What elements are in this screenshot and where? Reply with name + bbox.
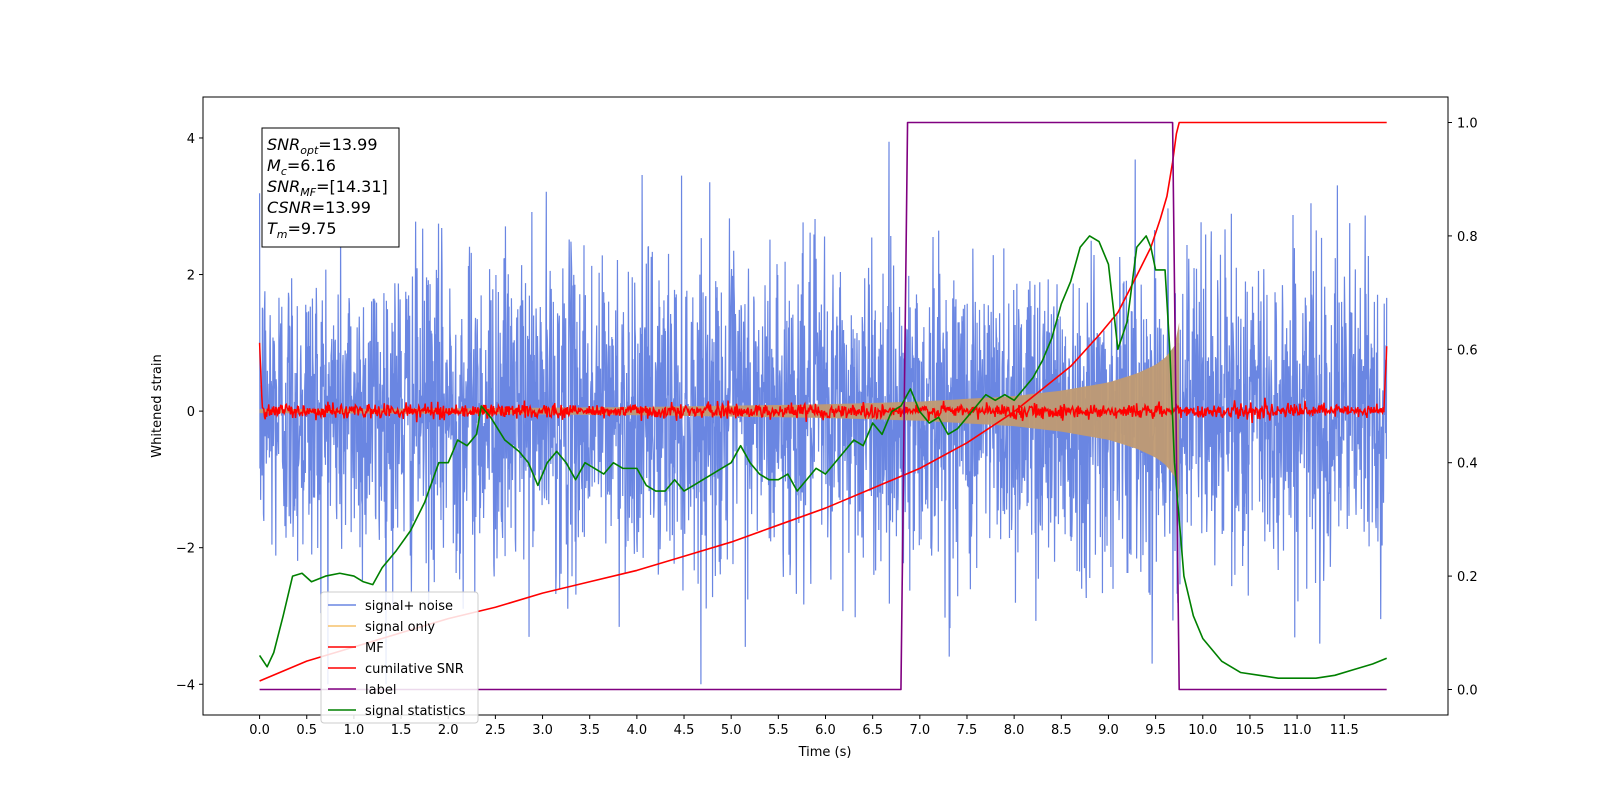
x-tick-label: 11.0 <box>1283 723 1312 738</box>
series-cumilative-snr-line <box>259 121 1387 682</box>
annotation-line: CSNR=13.99 <box>267 198 371 217</box>
y2-tick-label: 1.0 <box>1457 117 1478 132</box>
x-axis-ticks: 0.0 0.5 1.0 1.5 2.0 2.5 3.0 3.5 4.0 4.5 5.0 5.5 6.0 6… <box>249 715 1359 738</box>
y-axis-label: Whitened strain <box>150 354 165 457</box>
y2-tick-label: 0.4 <box>1457 457 1478 472</box>
legend-entry: MF <box>365 641 384 656</box>
stats-annotation-box: SNRopt=13.99Mc=6.16SNRMF=[14.31]CSNR=13.… <box>261 127 400 248</box>
x-tick-label: 9.0 <box>1098 723 1119 738</box>
x-tick-label: 4.5 <box>674 723 695 738</box>
series-mf-line <box>258 342 1388 424</box>
legend-entry: signal+ noise <box>365 599 453 614</box>
x-tick-label: 0.0 <box>249 723 270 738</box>
x-tick-label: 6.5 <box>862 723 883 738</box>
x-tick-label: 0.5 <box>296 723 317 738</box>
annotation-line: Tm=9.75 <box>267 219 337 241</box>
legend-entry: signal statistics <box>365 704 466 719</box>
annotation-line: SNRMF=[14.31] <box>267 177 388 199</box>
y2-tick-label: 0.8 <box>1457 230 1478 245</box>
x-tick-label: 11.5 <box>1330 723 1359 738</box>
x-tick-label: 6.0 <box>815 723 836 738</box>
x-tick-label: 2.5 <box>485 723 506 738</box>
y2-axis-ticks: 0.0 0.2 0.4 0.6 0.8 1.0 <box>1448 117 1478 698</box>
x-tick-label: 10.0 <box>1188 723 1217 738</box>
x-tick-label: 5.0 <box>721 723 742 738</box>
x-tick-label: 1.0 <box>344 723 365 738</box>
y-tick-label: 2 <box>187 269 195 284</box>
x-tick-label: 8.0 <box>1004 723 1025 738</box>
x-tick-label: 9.5 <box>1145 723 1166 738</box>
annotation-line: Mc=6.16 <box>267 156 336 178</box>
y-tick-label: 4 <box>187 132 195 147</box>
y-axis-ticks: −4 −2 0 2 4 <box>176 132 203 693</box>
x-tick-label: 3.0 <box>532 723 553 738</box>
x-tick-label: 3.5 <box>579 723 600 738</box>
annotation-line: SNRopt=13.99 <box>267 135 378 157</box>
x-tick-label: 4.0 <box>627 723 648 738</box>
legend-entry: signal only <box>365 620 435 635</box>
series-label-line <box>259 121 1387 691</box>
x-tick-label: 2.0 <box>438 723 459 738</box>
legend-entry: cumilative SNR <box>365 662 464 677</box>
x-axis-label: Time (s) <box>798 745 852 760</box>
y2-tick-label: 0.2 <box>1457 570 1478 585</box>
series-signal-statistics-line <box>258 235 1387 679</box>
y-tick-label: −4 <box>176 678 195 693</box>
x-tick-label: 7.0 <box>909 723 930 738</box>
y2-tick-label: 0.6 <box>1457 343 1478 358</box>
legend-entry: label <box>365 683 396 698</box>
y-tick-label: 0 <box>187 405 195 420</box>
x-tick-label: 10.5 <box>1235 723 1264 738</box>
series-signal-noise-line <box>258 141 1388 685</box>
legend: signal+ noise signal only MF cumilative SNR… <box>320 591 479 724</box>
plot-content <box>258 121 1388 691</box>
x-tick-label: 5.5 <box>768 723 789 738</box>
y2-tick-label: 0.0 <box>1457 683 1478 698</box>
x-tick-label: 7.5 <box>957 723 978 738</box>
legend-frame <box>320 591 479 724</box>
annotation-frame <box>261 127 400 248</box>
y-tick-label: −2 <box>176 542 195 557</box>
x-tick-label: 1.5 <box>391 723 412 738</box>
x-tick-label: 8.5 <box>1051 723 1072 738</box>
